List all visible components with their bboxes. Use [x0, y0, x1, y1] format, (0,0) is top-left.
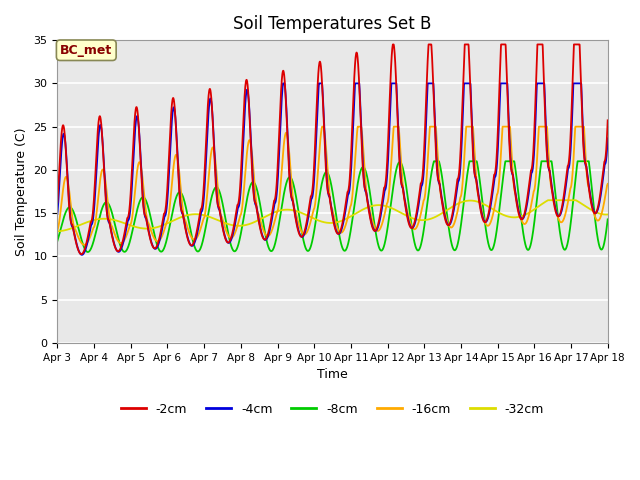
-4cm — [604, 135, 612, 141]
-8cm — [149, 226, 157, 231]
Legend: -2cm, -4cm, -8cm, -16cm, -32cm: -2cm, -4cm, -8cm, -16cm, -32cm — [116, 398, 549, 421]
-16cm — [81, 242, 88, 248]
X-axis label: Time: Time — [317, 368, 348, 381]
-2cm — [77, 251, 85, 257]
-4cm — [289, 198, 296, 204]
-16cm — [593, 217, 601, 223]
-32cm — [544, 197, 552, 203]
Y-axis label: Soil Temperature (C): Soil Temperature (C) — [15, 127, 28, 256]
-2cm — [116, 246, 124, 252]
Line: -4cm: -4cm — [58, 84, 608, 255]
Line: -32cm: -32cm — [58, 200, 608, 231]
-16cm — [265, 233, 273, 239]
-16cm — [318, 124, 326, 130]
-2cm — [265, 229, 273, 235]
-2cm — [534, 42, 542, 48]
-2cm — [593, 207, 601, 213]
-4cm — [534, 81, 542, 86]
-8cm — [265, 245, 273, 251]
-32cm — [54, 228, 61, 234]
-4cm — [54, 211, 61, 217]
-8cm — [54, 238, 61, 244]
-8cm — [84, 249, 92, 255]
-8cm — [604, 216, 612, 222]
-16cm — [604, 181, 612, 187]
-32cm — [604, 212, 612, 217]
Line: -2cm: -2cm — [58, 45, 608, 254]
-32cm — [289, 207, 296, 213]
-32cm — [116, 219, 124, 225]
-2cm — [604, 118, 612, 123]
-4cm — [149, 244, 157, 250]
Text: BC_met: BC_met — [60, 44, 113, 57]
-2cm — [389, 42, 397, 48]
-2cm — [149, 244, 157, 250]
-4cm — [78, 252, 86, 258]
Line: -16cm: -16cm — [58, 127, 608, 245]
-32cm — [149, 225, 157, 231]
-32cm — [534, 204, 541, 210]
-16cm — [149, 233, 157, 239]
Title: Soil Temperatures Set B: Soil Temperatures Set B — [234, 15, 432, 33]
-2cm — [54, 200, 61, 205]
-8cm — [593, 232, 601, 238]
-32cm — [593, 210, 601, 216]
-4cm — [279, 81, 287, 86]
-16cm — [534, 140, 542, 146]
-16cm — [116, 240, 124, 246]
-2cm — [289, 196, 296, 202]
-16cm — [289, 191, 296, 197]
-16cm — [54, 227, 61, 233]
Line: -8cm: -8cm — [58, 161, 608, 252]
-4cm — [593, 208, 601, 214]
-8cm — [289, 178, 296, 184]
-4cm — [265, 232, 273, 238]
-32cm — [264, 212, 272, 218]
-8cm — [116, 242, 124, 248]
-4cm — [116, 248, 124, 253]
-8cm — [430, 158, 438, 164]
-8cm — [534, 187, 542, 193]
